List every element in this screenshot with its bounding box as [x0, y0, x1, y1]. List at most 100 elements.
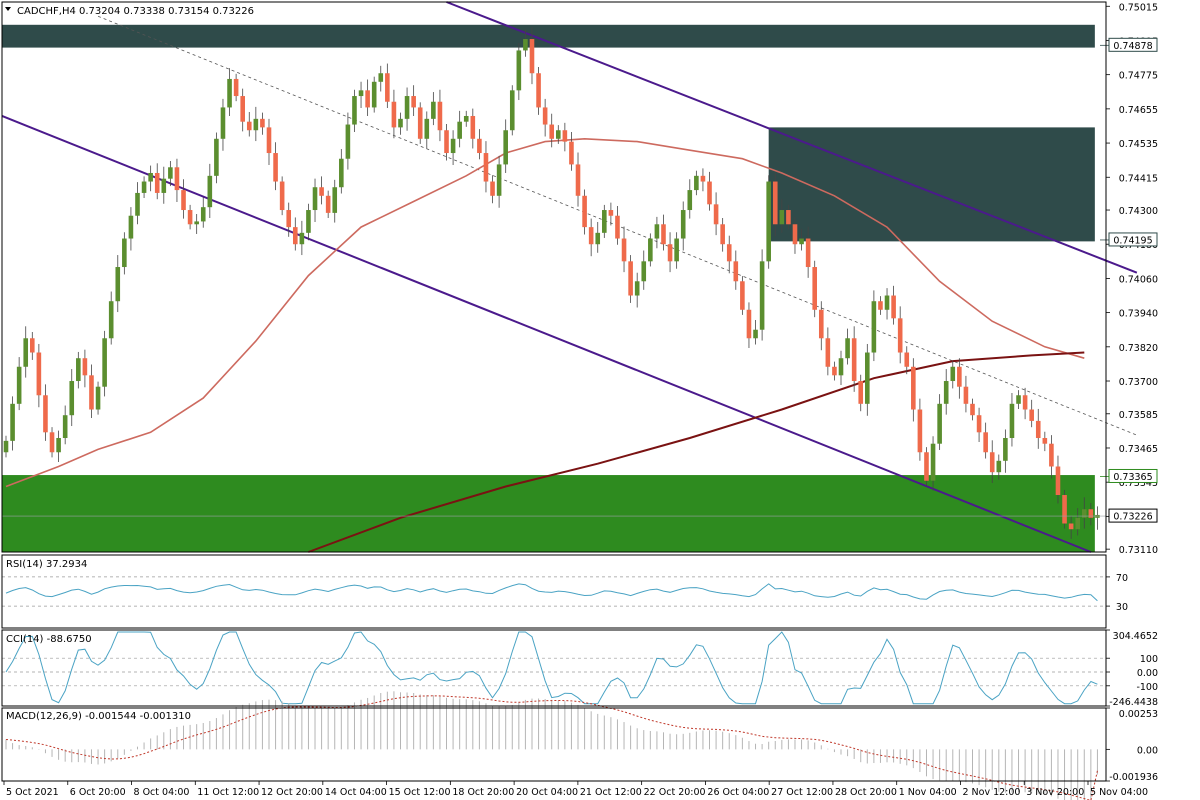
candle-body [608, 210, 614, 216]
time-tick-label: 5 Nov 04:00 [1090, 787, 1148, 798]
candle-body [950, 366, 956, 382]
candle-body [575, 164, 581, 196]
candle-body [417, 107, 423, 139]
candle-body [825, 338, 831, 367]
candle-body [411, 96, 416, 108]
candle-body [845, 338, 850, 359]
price-pane[interactable]: CADCHF,H4 0.73204 0.73338 0.73154 0.7322… [1, 1, 1138, 553]
cci-pane[interactable]: CCI(14) -88.6750 [2, 631, 1106, 705]
candle-body [43, 395, 48, 433]
price-tick-label: 0.73585 [1119, 410, 1158, 421]
price-tick-label: 0.74775 [1119, 71, 1158, 82]
candle-body [1068, 523, 1074, 530]
line-ma50 [5, 137, 1085, 488]
candle-body [1055, 466, 1061, 496]
candle-body [911, 366, 916, 410]
candle-body [766, 181, 771, 262]
time-tick-label: 3 Nov 20:00 [1026, 787, 1084, 798]
candle-body [996, 460, 1002, 473]
time-tick-label: 5 Oct 2021 [6, 787, 59, 798]
cci-tick-label: -100 [1136, 682, 1158, 693]
candle-body [648, 238, 653, 262]
price-tick-label: 0.74300 [1119, 206, 1158, 217]
candle-body [740, 281, 745, 310]
candle-body [680, 210, 686, 239]
candle-body [555, 130, 561, 139]
candle-body [128, 215, 134, 239]
candle-body [1088, 509, 1094, 518]
candle-body [615, 215, 620, 239]
candle-body [437, 101, 443, 131]
rsi-pane[interactable]: RSI(14) 37.2934 [2, 559, 1106, 607]
price-tick-label: 0.73110 [1119, 545, 1158, 556]
candle-body [253, 118, 259, 131]
candle-body [924, 452, 929, 481]
candle-body [1022, 395, 1028, 410]
candle-body [292, 227, 298, 245]
candle-body [634, 281, 640, 296]
candle-body [207, 175, 213, 208]
candle-body [36, 352, 42, 396]
candle-body [273, 153, 278, 182]
cci-tick-label: 100 [1140, 654, 1158, 665]
candle-body [1003, 438, 1008, 461]
candle-body [878, 301, 883, 310]
time-tick-label: 15 Oct 12:00 [389, 787, 451, 798]
candle-body [339, 158, 344, 188]
candle-body [233, 78, 239, 97]
dropdown-triangle-icon[interactable] [5, 7, 11, 11]
candle-body [536, 73, 541, 108]
candle-body [69, 381, 75, 416]
candle-body [95, 386, 101, 410]
macd-tick-label: 0.00 [1137, 745, 1158, 756]
candle-body [378, 73, 384, 82]
candle-body [707, 181, 712, 205]
candle-body [1042, 438, 1048, 444]
rsi-tick-label: 70 [1116, 573, 1128, 584]
candle-body [62, 415, 68, 439]
candle-body [141, 181, 147, 193]
candle-body [569, 141, 574, 165]
candle-body [490, 181, 495, 196]
time-tick-label: 2 Nov 12:00 [962, 787, 1020, 798]
time-tick-label: 22 Oct 20:00 [644, 787, 706, 798]
candle-body [503, 130, 508, 165]
candle-body [102, 338, 107, 387]
candle-body [983, 432, 988, 453]
candle-body [943, 381, 949, 404]
time-tick-label: 11 Oct 12:00 [197, 787, 259, 798]
candle-body [260, 118, 265, 128]
candle-body [1075, 517, 1081, 530]
candle-body [154, 172, 160, 193]
candle-body [345, 124, 351, 159]
candle-body [10, 403, 15, 441]
candle-body [917, 409, 923, 453]
pane-frame [1, 707, 1107, 782]
candle-body [200, 207, 206, 222]
time-tick-label: 14 Oct 04:00 [325, 787, 387, 798]
rsi-line [5, 583, 1098, 602]
time-tick-label: 21 Oct 12:00 [580, 787, 642, 798]
candle-body [667, 244, 673, 262]
candle-body [713, 204, 719, 225]
cci-line [5, 631, 1098, 705]
candle-body [187, 210, 193, 225]
candle-body [746, 309, 752, 339]
candle-body [227, 78, 232, 108]
candle-body [753, 329, 758, 339]
candle-body [733, 261, 739, 282]
macd-pane[interactable]: MACD(12,26,9) -0.001544 -0.001310 [5, 691, 1098, 800]
candle-body [135, 192, 140, 216]
time-tick-label: 8 Oct 04:00 [134, 787, 190, 798]
candle-body [1035, 420, 1041, 439]
candle-body [220, 107, 226, 139]
candle-body [792, 224, 798, 245]
price-label-text: 0.73365 [1113, 472, 1152, 483]
candles-layer [3, 27, 1100, 539]
candle-body [424, 118, 430, 139]
candle-body [805, 238, 811, 268]
candle-body [957, 366, 962, 387]
candle-body [654, 224, 660, 239]
candle-body [884, 295, 890, 310]
candle-body [29, 338, 35, 353]
